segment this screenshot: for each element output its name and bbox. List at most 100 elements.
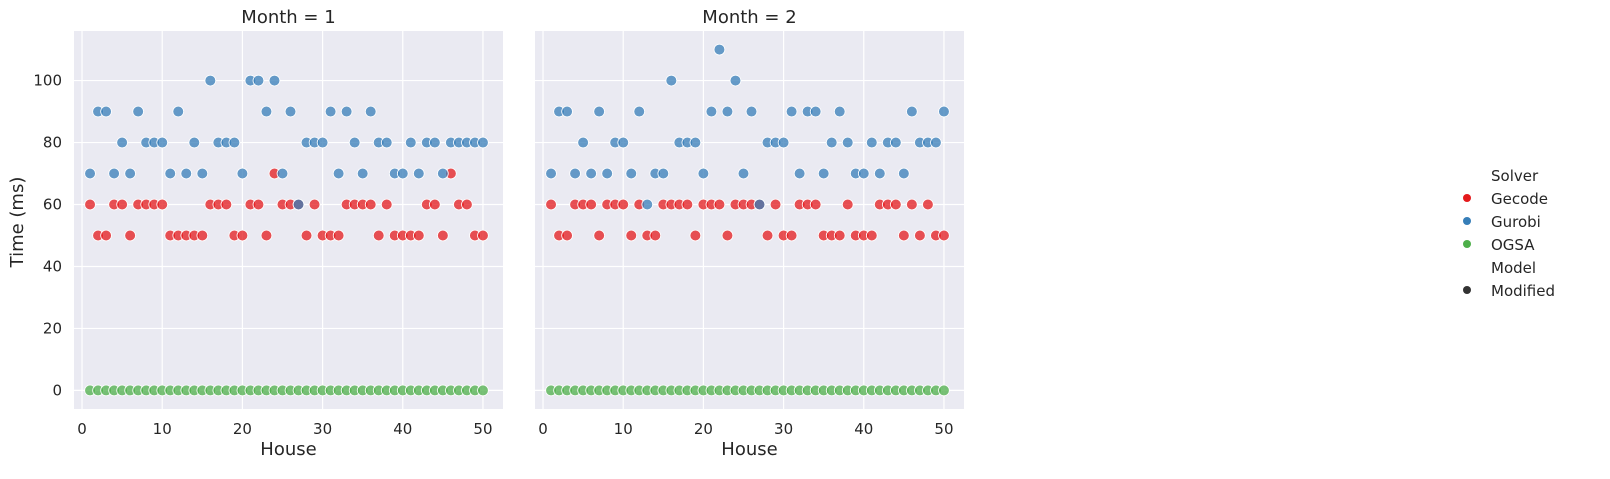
points-month-1 (84, 74, 489, 397)
data-point-gecode (617, 198, 630, 211)
data-point-gurobi (721, 105, 734, 118)
data-point-gurobi (689, 136, 702, 149)
data-point-gurobi (874, 167, 886, 180)
y-tick-label: 80 (43, 134, 62, 152)
data-point-gecode (84, 198, 96, 211)
data-point-gurobi (857, 167, 870, 180)
data-point-gurobi (930, 136, 942, 149)
legend-marker-gurobi (1463, 217, 1471, 225)
data-point-gecode (585, 198, 597, 211)
legend-title-model: Model (1491, 259, 1536, 277)
data-point-gurobi (228, 136, 241, 149)
data-point-gurobi (785, 105, 798, 118)
plot-area-month-1 (74, 31, 503, 409)
y-tick-label: 0 (52, 381, 62, 399)
data-point-gecode (906, 198, 918, 211)
data-point-gurobi (429, 136, 441, 149)
data-point-gecode (477, 229, 489, 242)
data-point-gurobi (753, 198, 766, 211)
data-point-gurobi (204, 74, 217, 87)
data-point-gurobi (898, 167, 910, 180)
data-point-gurobi (316, 136, 329, 149)
data-point-gurobi (777, 136, 790, 149)
legend-title-solver: Solver (1491, 167, 1539, 185)
data-point-gurobi (729, 74, 742, 87)
data-point-gecode (681, 198, 694, 211)
x-ticks-month-1: 0 10 20 30 40 50 (77, 420, 492, 438)
y-tick-label: 20 (43, 319, 62, 337)
legend-item-modified: Modified (1491, 282, 1555, 300)
data-point-gecode (332, 229, 345, 242)
series-gurobi (545, 43, 950, 211)
data-point-gecode (364, 198, 377, 211)
data-point-gurobi (633, 105, 646, 118)
legend-item-ogsa: OGSA (1491, 236, 1535, 254)
data-point-gecode (561, 229, 573, 242)
x-ticks-month-2: 0 10 20 30 40 50 (538, 420, 953, 438)
data-point-gurobi (396, 167, 409, 180)
data-point-gurobi (938, 105, 950, 118)
x-tick-label: 50 (934, 420, 953, 438)
data-point-gurobi (577, 136, 589, 149)
data-point-gecode (545, 198, 557, 211)
data-point-gurobi (593, 105, 605, 118)
x-tick-label: 20 (233, 420, 252, 438)
y-tick-label: 100 (33, 72, 62, 90)
series-gecode (545, 198, 950, 242)
data-point-gurobi (713, 43, 726, 56)
data-point-gurobi (793, 167, 806, 180)
data-point-gurobi (833, 105, 846, 118)
data-point-gecode (593, 229, 605, 242)
legend-item-gecode: Gecode (1491, 190, 1548, 208)
data-point-gecode (841, 198, 854, 211)
data-point-gurobi (260, 105, 273, 118)
data-point-gecode (116, 198, 128, 211)
panel-month-2: 0 10 20 30 40 50 Month = 2 House (535, 7, 964, 460)
data-point-gurobi (292, 198, 305, 211)
points-month-2 (545, 43, 950, 397)
data-point-gecode (649, 229, 662, 242)
data-point-gecode (429, 198, 441, 211)
x-axis-label-month-1: House (260, 439, 316, 460)
data-point-gurobi (404, 136, 417, 149)
data-point-gurobi (585, 167, 597, 180)
data-point-gecode (809, 198, 822, 211)
data-point-gurobi (825, 136, 838, 149)
legend-marker-modified (1463, 286, 1471, 294)
data-point-gurobi (188, 136, 201, 149)
data-point-gecode (898, 229, 910, 242)
data-point-gurobi (890, 136, 902, 149)
data-point-gurobi (413, 167, 425, 180)
panel-title-month-1: Month = 1 (241, 7, 335, 28)
data-point-gecode (625, 229, 638, 242)
data-point-gecode (413, 229, 425, 242)
x-tick-label: 0 (538, 420, 548, 438)
legend-marker-gecode (1463, 194, 1471, 202)
legend-marker-ogsa (1463, 240, 1471, 248)
data-point-gecode (308, 198, 321, 211)
data-point-gecode (769, 198, 782, 211)
data-point-gurobi (705, 105, 718, 118)
data-point-gurobi (252, 74, 265, 87)
data-point-gurobi (641, 198, 654, 211)
data-point-gecode (461, 198, 473, 211)
data-point-gurobi (164, 167, 177, 180)
data-point-gurobi (809, 105, 822, 118)
series-gecode (84, 167, 489, 242)
x-tick-label: 50 (473, 420, 492, 438)
data-point-gurobi (100, 105, 112, 118)
data-point-gecode (761, 229, 774, 242)
data-point-gurobi (276, 167, 289, 180)
data-point-gecode (938, 229, 950, 242)
data-point-gurobi (364, 105, 377, 118)
panel-title-month-2: Month = 2 (702, 7, 796, 28)
data-point-gurobi (132, 105, 144, 118)
data-point-gurobi (841, 136, 854, 149)
data-point-gurobi (236, 167, 249, 180)
data-point-gecode (914, 229, 926, 242)
data-point-gecode (300, 229, 313, 242)
data-point-gurobi (380, 136, 393, 149)
data-point-gecode (922, 198, 934, 211)
legend-item-gurobi: Gurobi (1491, 213, 1541, 231)
data-point-gurobi (124, 167, 136, 180)
